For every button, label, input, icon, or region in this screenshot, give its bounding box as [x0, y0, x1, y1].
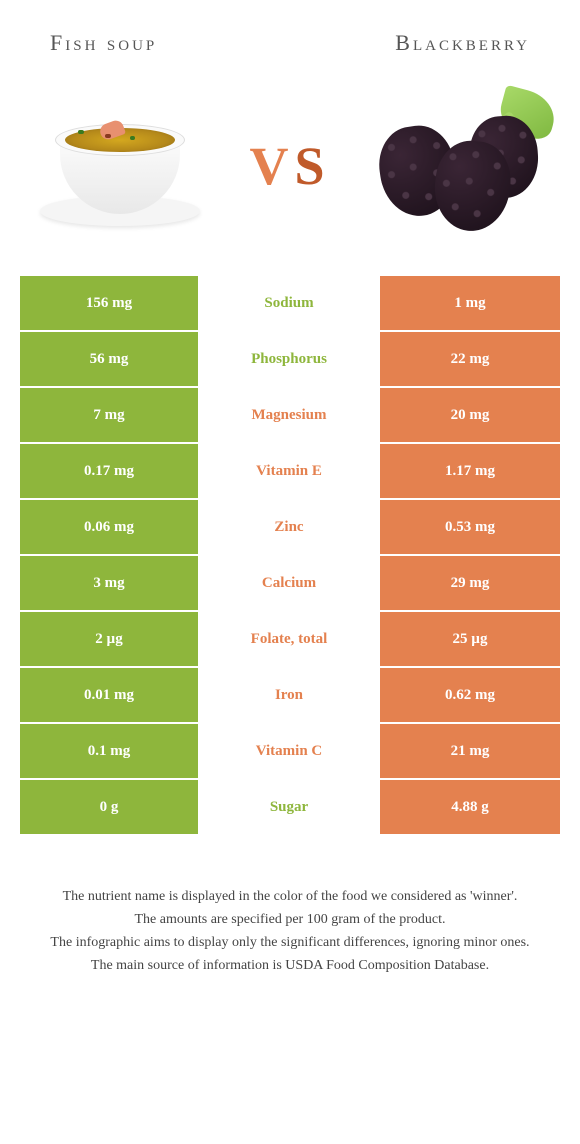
right-value: 0.62 mg [380, 668, 560, 722]
footer-line: The nutrient name is displayed in the co… [30, 886, 550, 907]
left-value: 0 g [20, 780, 200, 834]
table-row: 3 mgCalcium29 mg [20, 556, 560, 612]
right-value: 25 µg [380, 612, 560, 666]
table-row: 0.01 mgIron0.62 mg [20, 668, 560, 724]
right-value: 1 mg [380, 276, 560, 330]
right-food-title: Blackberry [395, 30, 530, 56]
nutrient-label: Vitamin C [200, 724, 380, 778]
right-value: 21 mg [380, 724, 560, 778]
footer-line: The main source of information is USDA F… [30, 955, 550, 976]
footer-notes: The nutrient name is displayed in the co… [0, 836, 580, 976]
nutrient-label: Iron [200, 668, 380, 722]
header: Fish soup Blackberry [0, 0, 580, 56]
right-value: 0.53 mg [380, 500, 560, 554]
images-row: VS [0, 56, 580, 276]
right-value: 4.88 g [380, 780, 560, 834]
table-row: 56 mgPhosphorus22 mg [20, 332, 560, 388]
table-row: 7 mgMagnesium20 mg [20, 388, 560, 444]
left-value: 56 mg [20, 332, 200, 386]
left-value: 3 mg [20, 556, 200, 610]
blackberry-icon [360, 86, 560, 246]
left-food-title: Fish soup [50, 30, 157, 56]
right-value: 1.17 mg [380, 444, 560, 498]
right-value: 22 mg [380, 332, 560, 386]
left-value: 156 mg [20, 276, 200, 330]
left-value: 0.01 mg [20, 668, 200, 722]
nutrient-table: 156 mgSodium1 mg56 mgPhosphorus22 mg7 mg… [20, 276, 560, 836]
nutrient-label: Vitamin E [200, 444, 380, 498]
nutrient-label: Magnesium [200, 388, 380, 442]
table-row: 0.17 mgVitamin E1.17 mg [20, 444, 560, 500]
vs-label: VS [249, 135, 330, 197]
left-value: 0.06 mg [20, 500, 200, 554]
nutrient-label: Phosphorus [200, 332, 380, 386]
table-row: 0.06 mgZinc0.53 mg [20, 500, 560, 556]
table-row: 0.1 mgVitamin C21 mg [20, 724, 560, 780]
right-value: 29 mg [380, 556, 560, 610]
nutrient-label: Zinc [200, 500, 380, 554]
nutrient-label: Calcium [200, 556, 380, 610]
nutrient-label: Sugar [200, 780, 380, 834]
footer-line: The amounts are specified per 100 gram o… [30, 909, 550, 930]
left-value: 0.1 mg [20, 724, 200, 778]
table-row: 0 gSugar4.88 g [20, 780, 560, 836]
right-value: 20 mg [380, 388, 560, 442]
footer-line: The infographic aims to display only the… [30, 932, 550, 953]
nutrient-label: Sodium [200, 276, 380, 330]
vs-s: S [294, 136, 330, 196]
left-value: 7 mg [20, 388, 200, 442]
nutrient-label: Folate, total [200, 612, 380, 666]
left-value: 0.17 mg [20, 444, 200, 498]
table-row: 2 µgFolate, total25 µg [20, 612, 560, 668]
fish-soup-icon [20, 86, 220, 246]
table-row: 156 mgSodium1 mg [20, 276, 560, 332]
left-value: 2 µg [20, 612, 200, 666]
vs-v: V [249, 136, 294, 196]
